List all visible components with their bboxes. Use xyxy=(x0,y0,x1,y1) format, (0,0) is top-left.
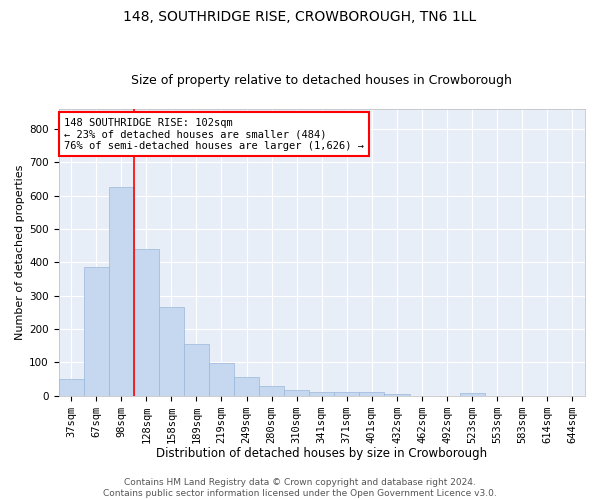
Bar xyxy=(309,392,334,396)
Bar xyxy=(284,390,309,396)
X-axis label: Distribution of detached houses by size in Crowborough: Distribution of detached houses by size … xyxy=(156,447,487,460)
Y-axis label: Number of detached properties: Number of detached properties xyxy=(15,164,25,340)
Bar xyxy=(259,386,284,396)
Bar xyxy=(334,392,359,396)
Bar xyxy=(83,268,109,396)
Text: 148 SOUTHRIDGE RISE: 102sqm
← 23% of detached houses are smaller (484)
76% of se: 148 SOUTHRIDGE RISE: 102sqm ← 23% of det… xyxy=(64,118,364,151)
Text: 148, SOUTHRIDGE RISE, CROWBOROUGH, TN6 1LL: 148, SOUTHRIDGE RISE, CROWBOROUGH, TN6 1… xyxy=(124,10,476,24)
Bar xyxy=(209,364,234,396)
Bar xyxy=(109,188,134,396)
Bar xyxy=(460,393,485,396)
Bar xyxy=(159,308,184,396)
Title: Size of property relative to detached houses in Crowborough: Size of property relative to detached ho… xyxy=(131,74,512,87)
Bar xyxy=(134,249,159,396)
Bar xyxy=(359,392,385,396)
Bar xyxy=(184,344,209,396)
Bar xyxy=(59,379,83,396)
Bar xyxy=(234,378,259,396)
Bar xyxy=(385,394,410,396)
Text: Contains HM Land Registry data © Crown copyright and database right 2024.
Contai: Contains HM Land Registry data © Crown c… xyxy=(103,478,497,498)
